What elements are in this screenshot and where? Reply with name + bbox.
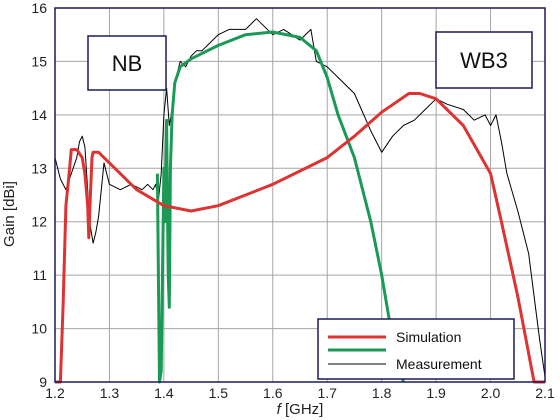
x-tick-label: 2.0 (481, 385, 501, 401)
legend-label-simulation: Simulation (396, 329, 461, 345)
y-tick-label: 11 (32, 267, 47, 283)
x-tick-label: 1.4 (154, 385, 174, 401)
x-tick-label: 2.1 (535, 385, 555, 401)
legend: Simulation Measurement (317, 318, 515, 380)
measurement-nb-line (155, 30, 405, 384)
x-tick-labels: 1.2 1.3 1.4 1.5 1.6 1.7 1.8 1.9 2.0 2.1 (45, 385, 555, 401)
y-axis-label: Gain [dBi] (1, 181, 18, 247)
y-tick-label: 13 (31, 160, 47, 176)
plot-frame (54, 7, 546, 383)
nb-annotation-box (87, 35, 167, 91)
y-tick-label: 16 (31, 0, 47, 16)
x-axis-label: f [GHz] (277, 401, 324, 418)
wb3-annotation: WB3 (435, 31, 533, 89)
x-tick-label: 1.6 (263, 385, 283, 401)
y-tick-label: 14 (31, 107, 47, 123)
x-tick-label: 1.5 (209, 385, 229, 401)
x-axis-label-unit: [GHz] (281, 401, 324, 418)
wb3-annotation-box (435, 31, 533, 89)
x-tick-label: 1.2 (45, 385, 65, 401)
measurement-line (54, 18, 546, 377)
y-tick-label: 12 (31, 214, 47, 230)
x-tick-label: 1.8 (372, 385, 392, 401)
x-tick-label: 1.9 (426, 385, 446, 401)
wb3-annotation-label: WB3 (460, 48, 508, 73)
nb-annotation-label: NB (112, 51, 143, 76)
y-tick-label: 10 (31, 321, 47, 337)
x-tick-label: 1.3 (100, 385, 120, 401)
y-tick-labels: 9 10 11 12 13 14 15 16 (31, 0, 47, 390)
series-layer (54, 18, 546, 384)
x-axis-label-variable: f (277, 401, 283, 418)
y-tick-label: 15 (31, 53, 47, 69)
y-tick-label: 9 (39, 374, 47, 390)
legend-label-measurement: Measurement (396, 356, 482, 372)
nb-annotation: NB (87, 35, 167, 91)
x-tick-label: 1.7 (317, 385, 337, 401)
simulation-line (55, 92, 545, 384)
